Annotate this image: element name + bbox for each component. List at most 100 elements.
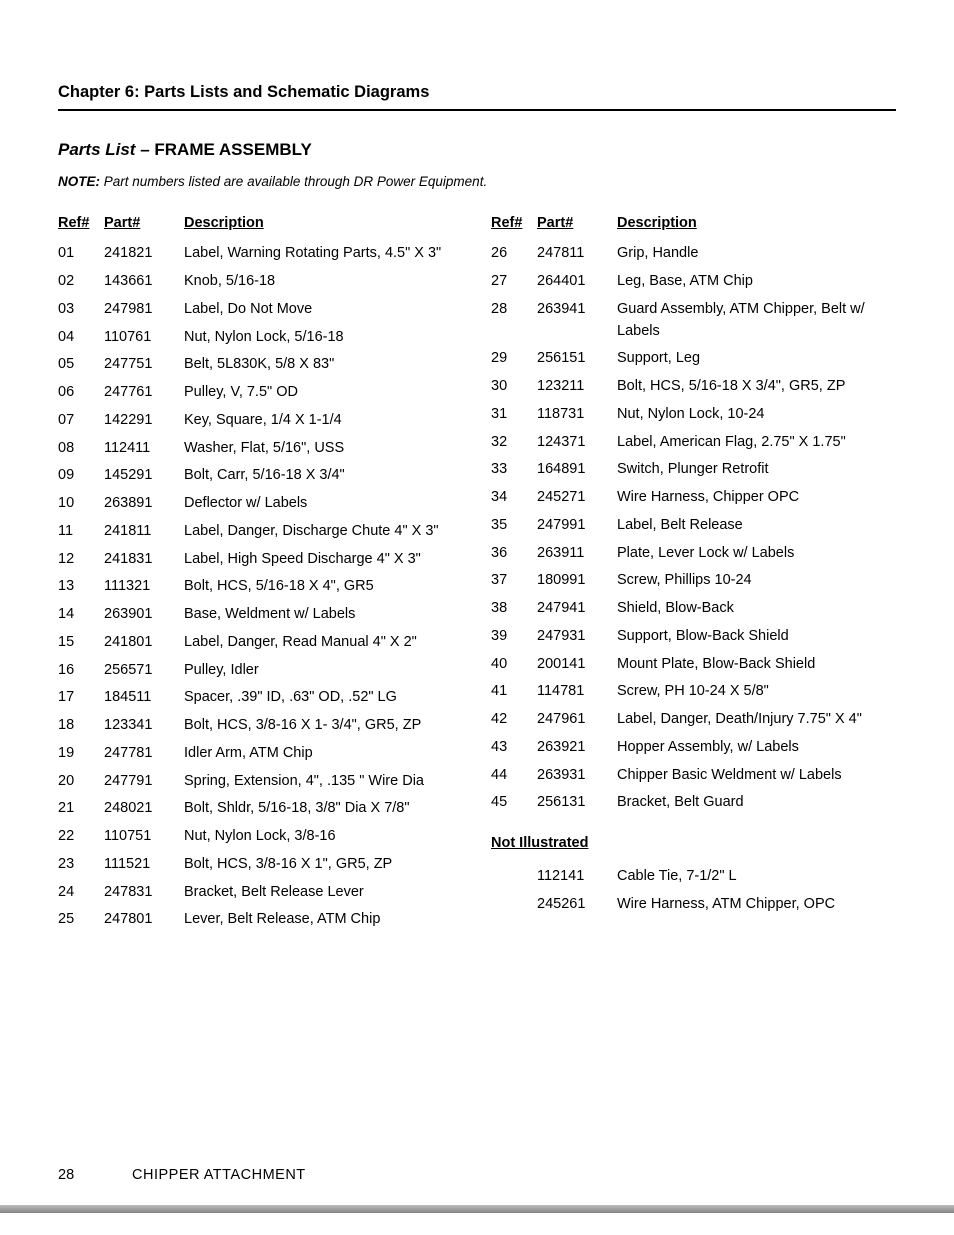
cell-desc: Bracket, Belt Release Lever [184, 879, 463, 907]
cell-part: 263931 [537, 762, 617, 790]
table-row: 10263891Deflector w/ Labels [58, 490, 463, 518]
cell-ref: 36 [491, 540, 537, 568]
footer-title: CHIPPER ATTACHMENT [132, 1167, 306, 1183]
cell-ref [491, 863, 537, 891]
parts-table-left: Ref# Part# Description 01241821Label, Wa… [58, 213, 463, 935]
cell-ref: 38 [491, 595, 537, 623]
cell-desc: Base, Weldment w/ Labels [184, 601, 463, 629]
chapter-title: Chapter 6: Parts Lists and Schematic Dia… [58, 80, 896, 111]
cell-ref: 03 [58, 296, 104, 324]
table-row: 22110751Nut, Nylon Lock, 3/8-16 [58, 823, 463, 851]
cell-ref: 41 [491, 678, 537, 706]
cell-desc: Label, Belt Release [617, 512, 896, 540]
cell-part: 248021 [104, 795, 184, 823]
table-row: 06247761Pulley, V, 7.5" OD [58, 379, 463, 407]
table-row: 44263931Chipper Basic Weldment w/ Labels [491, 762, 896, 790]
note-text: Part numbers listed are available throug… [100, 174, 487, 189]
cell-part: 110761 [104, 324, 184, 352]
header-part: Part# [104, 213, 184, 241]
table-row: 11241811Label, Danger, Discharge Chute 4… [58, 518, 463, 546]
cell-desc: Plate, Lever Lock w/ Labels [617, 540, 896, 568]
page-footer: 28 CHIPPER ATTACHMENT [58, 1165, 954, 1187]
table-row: 42247961Label, Danger, Death/Injury 7.75… [491, 706, 896, 734]
cell-ref: 14 [58, 601, 104, 629]
cell-ref: 29 [491, 345, 537, 373]
cell-part: 263911 [537, 540, 617, 568]
cell-desc: Label, Danger, Death/Injury 7.75" X 4" [617, 706, 896, 734]
cell-part: 111521 [104, 851, 184, 879]
cell-part: 247991 [537, 512, 617, 540]
cell-ref: 08 [58, 435, 104, 463]
table-row: 12241831Label, High Speed Discharge 4" X… [58, 546, 463, 574]
cell-desc: Grip, Handle [617, 240, 896, 268]
cell-part: 241801 [104, 629, 184, 657]
cell-ref: 45 [491, 789, 537, 817]
cell-desc: Screw, PH 10-24 X 5/8" [617, 678, 896, 706]
section-title: Parts List – FRAME ASSEMBLY [58, 137, 896, 163]
cell-part: 241811 [104, 518, 184, 546]
cell-desc: Wire Harness, ATM Chipper, OPC [617, 891, 896, 919]
note: NOTE: Part numbers listed are available … [58, 172, 896, 192]
cell-ref: 17 [58, 684, 104, 712]
table-row: 21248021Bolt, Shldr, 5/16-18, 3/8" Dia X… [58, 795, 463, 823]
cell-part: 164891 [537, 456, 617, 484]
parts-column-right: Ref# Part# Description 26247811Grip, Han… [491, 213, 896, 935]
cell-desc: Spring, Extension, 4", .135 " Wire Dia [184, 768, 463, 796]
cell-ref: 32 [491, 429, 537, 457]
table-row: 01241821Label, Warning Rotating Parts, 4… [58, 240, 463, 268]
cell-part: 200141 [537, 651, 617, 679]
cell-desc: Support, Leg [617, 345, 896, 373]
footer-bar [0, 1205, 954, 1213]
parts-table-right: Ref# Part# Description 26247811Grip, Han… [491, 213, 896, 818]
table-row: 43263921Hopper Assembly, w/ Labels [491, 734, 896, 762]
table-row: 31118731Nut, Nylon Lock, 10-24 [491, 401, 896, 429]
table-row: 07142291Key, Square, 1/4 X 1-1/4 [58, 407, 463, 435]
cell-part: 247781 [104, 740, 184, 768]
cell-desc: Bolt, HCS, 5/16-18 X 3/4", GR5, ZP [617, 373, 896, 401]
cell-part: 245271 [537, 484, 617, 512]
table-row: 34245271Wire Harness, Chipper OPC [491, 484, 896, 512]
table-row: 37180991Screw, Phillips 10-24 [491, 567, 896, 595]
cell-ref: 04 [58, 324, 104, 352]
cell-desc: Label, High Speed Discharge 4" X 3" [184, 546, 463, 574]
table-row: 29256151Support, Leg [491, 345, 896, 373]
table-row: 32124371Label, American Flag, 2.75" X 1.… [491, 429, 896, 457]
cell-desc: Bolt, Shldr, 5/16-18, 3/8" Dia X 7/8" [184, 795, 463, 823]
cell-ref [491, 891, 537, 919]
cell-ref: 13 [58, 573, 104, 601]
section-title-main: FRAME ASSEMBLY [154, 140, 311, 159]
cell-ref: 27 [491, 268, 537, 296]
cell-ref: 20 [58, 768, 104, 796]
cell-part: 112141 [537, 863, 617, 891]
cell-part: 256131 [537, 789, 617, 817]
cell-part: 143661 [104, 268, 184, 296]
cell-desc: Hopper Assembly, w/ Labels [617, 734, 896, 762]
table-row: 20247791Spring, Extension, 4", .135 " Wi… [58, 768, 463, 796]
page: Chapter 6: Parts Lists and Schematic Dia… [0, 0, 954, 1235]
table-row: 04110761Nut, Nylon Lock, 5/16-18 [58, 324, 463, 352]
cell-part: 263891 [104, 490, 184, 518]
cell-desc: Spacer, .39" ID, .63" OD, .52" LG [184, 684, 463, 712]
cell-ref: 21 [58, 795, 104, 823]
table-row: 26247811Grip, Handle [491, 240, 896, 268]
cell-part: 112411 [104, 435, 184, 463]
cell-desc: Label, Do Not Move [184, 296, 463, 324]
cell-ref: 37 [491, 567, 537, 595]
cell-part: 247981 [104, 296, 184, 324]
cell-part: 142291 [104, 407, 184, 435]
cell-part: 110751 [104, 823, 184, 851]
table-row: 03247981Label, Do Not Move [58, 296, 463, 324]
cell-ref: 15 [58, 629, 104, 657]
cell-desc: Bolt, HCS, 3/8-16 X 1- 3/4", GR5, ZP [184, 712, 463, 740]
cell-ref: 24 [58, 879, 104, 907]
cell-part: 263941 [537, 296, 617, 346]
table-header-row: Ref# Part# Description [491, 213, 896, 241]
cell-ref: 01 [58, 240, 104, 268]
cell-desc: Nut, Nylon Lock, 10-24 [617, 401, 896, 429]
cell-part: 264401 [537, 268, 617, 296]
cell-ref: 07 [58, 407, 104, 435]
header-part: Part# [537, 213, 617, 241]
header-ref: Ref# [491, 213, 537, 241]
cell-desc: Lever, Belt Release, ATM Chip [184, 906, 463, 934]
cell-desc: Key, Square, 1/4 X 1-1/4 [184, 407, 463, 435]
